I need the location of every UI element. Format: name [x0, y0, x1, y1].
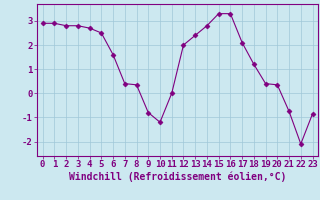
- X-axis label: Windchill (Refroidissement éolien,°C): Windchill (Refroidissement éolien,°C): [69, 172, 286, 182]
